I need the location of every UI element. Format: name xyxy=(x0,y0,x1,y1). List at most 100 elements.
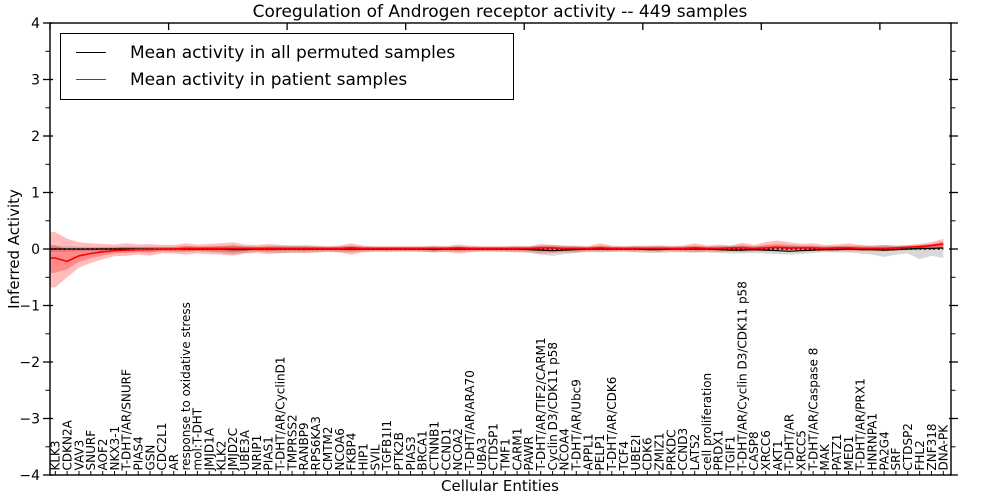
x-tick-label: NCOA6 xyxy=(333,428,347,470)
x-tick-label: CCND3 xyxy=(676,428,690,471)
x-tick-label: NCOA4 xyxy=(558,428,572,470)
x-tick-label: SRF xyxy=(889,448,903,471)
legend-entry-permuted: Mean activity in all permuted samples xyxy=(61,39,513,66)
x-tick-label: HIP1 xyxy=(356,443,370,470)
x-tick-label: AR xyxy=(167,454,181,471)
permuted-band xyxy=(50,243,944,260)
x-tick-label: PIAS3 xyxy=(404,436,418,470)
x-tick-label: CARM1 xyxy=(510,428,524,471)
x-tick-label: PELP1 xyxy=(593,434,607,470)
x-tick-label: T-DHT/AR xyxy=(783,414,797,472)
chart-title: Coregulation of Androgen receptor activi… xyxy=(252,2,748,22)
patient-line-sample xyxy=(76,79,106,80)
y-tick-label: 0 xyxy=(31,242,40,258)
x-tick-label: PAWR xyxy=(522,436,536,470)
x-tick-label: TMPRSS2 xyxy=(285,414,299,471)
x-tick-label: NKX3-1 xyxy=(108,426,122,471)
legend-entry-patient: Mean activity in patient samples xyxy=(61,66,513,93)
x-tick-label: UBA3 xyxy=(475,438,489,471)
x-tick-label: XRCC6 xyxy=(759,430,773,470)
x-tick-label: CDK6 xyxy=(641,437,655,470)
x-tick-label: FKBP4 xyxy=(345,433,359,471)
legend: Mean activity in all permuted samples Me… xyxy=(60,33,514,100)
patient-mean-line xyxy=(50,243,944,263)
x-tick-label: CTDSP1 xyxy=(487,423,501,470)
patient-band-outer xyxy=(50,232,944,288)
y-tick-label: −1 xyxy=(19,299,40,315)
x-tick-label: PRDX1 xyxy=(712,430,726,471)
x-tick-label: UBE3A xyxy=(238,429,252,470)
x-tick-label: Cyclin D3/CDK11 p58 xyxy=(546,342,560,471)
x-tick-label: NCOA2 xyxy=(451,428,465,470)
x-tick-label: TGFB1I1 xyxy=(380,420,394,472)
plot-frame xyxy=(49,22,952,476)
x-tick-label: T-DHT/AR/Ubc9 xyxy=(570,379,584,471)
y-tick-label: 4 xyxy=(31,16,40,32)
legend-label: Mean activity in patient samples xyxy=(130,69,408,90)
y-tick-label: −4 xyxy=(19,468,40,484)
x-tick-label: T-DHT/AR/CDK6 xyxy=(605,377,619,472)
x-axis-label: Cellular Entities xyxy=(441,477,559,495)
x-tick-label: mol:T-DHT xyxy=(191,407,205,470)
x-tick-label: CDC2L1 xyxy=(155,423,169,471)
x-tick-label: RANBP9 xyxy=(297,422,311,470)
x-tick-label: T-DHT/AR/Cyclin D3/CDK11 p58 xyxy=(735,281,749,471)
x-tick-label: PRKDC xyxy=(664,429,678,470)
x-tick-label: T-DHT/AR/TIF2/CARM1 xyxy=(534,337,548,471)
x-tick-label: CASP8 xyxy=(747,431,761,470)
x-tick-label: AKT1 xyxy=(771,440,785,470)
x-tick-label: T-DHT/AR/PRX1 xyxy=(854,378,868,471)
x-tick-label: ZNF318 xyxy=(925,423,939,470)
y-tick-label: 1 xyxy=(31,186,40,202)
x-tick-label: APPL1 xyxy=(581,433,595,470)
x-tick-label: PATZ1 xyxy=(830,434,844,471)
x-tick-label: BRCA1 xyxy=(416,430,430,470)
x-tick-label: response to oxidative stress xyxy=(179,302,193,470)
x-tick-label: KLK3 xyxy=(49,440,63,470)
x-tick-label: TGIF1 xyxy=(724,436,738,472)
x-tick-label: NRIP1 xyxy=(250,435,264,471)
x-tick-label: T-DHT/AR/CyclinD1 xyxy=(274,356,288,471)
x-tick-label: XRCC5 xyxy=(795,430,809,470)
x-tick-label: SNURF xyxy=(84,430,98,471)
x-tick-label: KLK2 xyxy=(214,440,228,470)
legend-label: Mean activity in all permuted samples xyxy=(130,42,456,63)
x-tick-label: CTNNB1 xyxy=(428,421,442,471)
x-tick-label: MED1 xyxy=(842,436,856,471)
x-tick-label: cell proliferation xyxy=(700,373,714,471)
y-tick-label: −3 xyxy=(19,412,40,428)
x-tick-label: GSN xyxy=(143,445,157,471)
x-tick-label: UBE2I xyxy=(629,435,643,471)
x-tick-label: PIAS1 xyxy=(262,436,276,470)
x-tick-label: ZMIZ1 xyxy=(652,433,666,471)
x-tick-label: CTDSP2 xyxy=(901,423,915,470)
y-tick-label: 3 xyxy=(31,73,40,89)
x-tick-label: T-DHT/AR/Caspase 8 xyxy=(806,348,820,472)
x-tick-label: CMTM2 xyxy=(321,426,335,470)
x-tick-label: LATS2 xyxy=(688,434,702,471)
x-tick-label: JMJD1A xyxy=(203,427,217,471)
x-tick-label: JMJD2C xyxy=(226,428,240,472)
x-tick-label: TMF1 xyxy=(499,438,513,471)
x-tick-label: RPS6KA3 xyxy=(309,416,323,470)
x-tick-label: FHL2 xyxy=(913,440,927,470)
x-tick-label: SVIL xyxy=(368,444,382,470)
permuted-line-sample xyxy=(76,52,106,53)
x-tick-label: AOF2 xyxy=(96,439,110,471)
x-tick-label: VAV3 xyxy=(72,440,86,471)
patient-band-inner xyxy=(50,241,944,273)
x-tick-label: PTK2B xyxy=(392,432,406,470)
x-tick-label: TCF4 xyxy=(617,441,631,472)
x-tick-label: DNA-PK xyxy=(937,424,951,471)
x-tick-label: CCND1 xyxy=(439,428,453,471)
x-tick-label: T-DHT/AR/ARA70 xyxy=(463,370,477,471)
x-tick-label: PIAS4 xyxy=(132,436,146,470)
x-tick-label: PA2G4 xyxy=(877,431,891,470)
y-tick-label: −2 xyxy=(19,355,40,371)
y-tick-label: 2 xyxy=(31,129,40,145)
x-tick-label: HNRNPA1 xyxy=(866,413,880,471)
x-tick-label: T-DHT/AR/SNURF xyxy=(120,369,134,472)
x-tick-label: CDKN2A xyxy=(60,419,74,470)
